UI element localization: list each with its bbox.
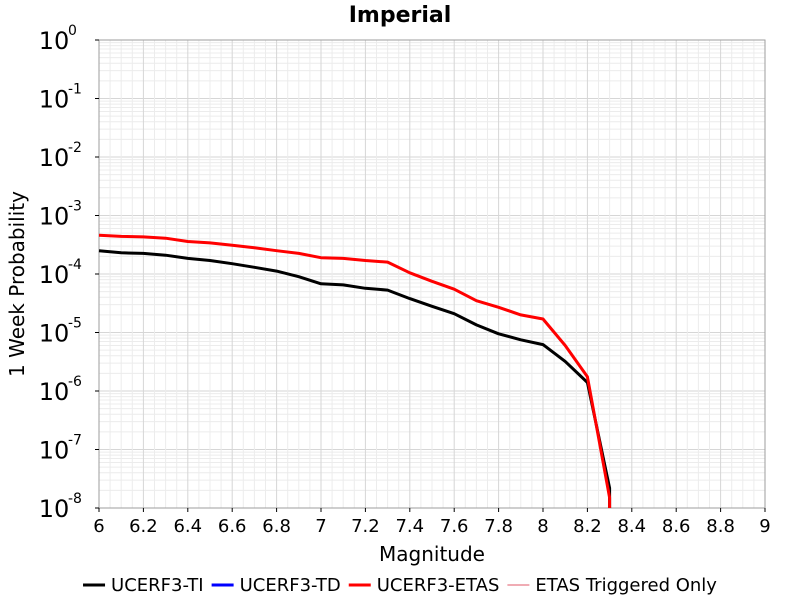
series-line-ucerf3-etas	[98, 233, 612, 508]
x-tick-label: 8.8	[706, 516, 735, 537]
y-tick-base: 10	[39, 144, 70, 172]
y-tick-base: 10	[39, 86, 70, 114]
y-tick-label: 10-2	[39, 140, 82, 172]
x-tick-label: 8	[537, 516, 548, 537]
y-tick-base: 10	[39, 495, 70, 523]
x-tick-label: 8.6	[662, 516, 691, 537]
grid-lines	[98, 39, 766, 509]
series-line-ucerf3-ti	[98, 249, 612, 508]
y-tick-label: 10-4	[39, 257, 82, 289]
x-tick-label: 6.8	[262, 516, 291, 537]
legend-label: UCERF3-TI	[111, 575, 204, 596]
legend-label: UCERF3-ETAS	[377, 575, 500, 596]
y-tick-base: 10	[39, 27, 70, 55]
y-tick-exponent: -2	[68, 140, 82, 156]
legend-label: UCERF3-TD	[240, 575, 341, 596]
y-tick-label: 10-1	[39, 82, 82, 114]
x-tick-label: 9	[759, 516, 770, 537]
x-tick-label: 7.8	[484, 516, 513, 537]
x-tick-label: 6.6	[218, 516, 247, 537]
x-tick-label: 6.2	[129, 516, 158, 537]
chart-title: Imperial	[349, 3, 452, 28]
x-tick-label: 6.4	[173, 516, 202, 537]
y-tick-exponent: -4	[68, 257, 82, 273]
x-tick-label: 7	[315, 516, 326, 537]
x-axis-label: Magnitude	[379, 542, 485, 566]
y-tick-exponent: -1	[68, 82, 82, 98]
legend: UCERF3-TI UCERF3-TD UCERF3-ETAS ETAS Trigge…	[83, 575, 717, 596]
y-tick-base: 10	[39, 261, 70, 289]
y-tick-base: 10	[39, 320, 70, 348]
x-tick-label: 7.6	[440, 516, 469, 537]
legend-label: ETAS Triggered Only	[535, 575, 717, 596]
y-tick-exponent: -6	[68, 374, 82, 390]
y-tick-base: 10	[39, 203, 70, 231]
y-tick-exponent: -8	[68, 491, 82, 507]
series-layer	[98, 233, 612, 508]
x-tick-label: 6	[93, 516, 104, 537]
y-tick-exponent: -3	[68, 199, 82, 215]
y-tick-label: 100	[39, 23, 77, 55]
x-axis-ticks: 6 6.2 6.4 6.6 6.8 7 7.2 7.4 7.6 7.8 8 8.2 8.4 8.6 8.8 9	[93, 508, 771, 537]
y-tick-label: 10-3	[39, 199, 82, 231]
y-tick-base: 10	[39, 437, 70, 465]
y-tick-label: 10-5	[39, 316, 82, 348]
x-tick-label: 8.2	[573, 516, 602, 537]
y-tick-base: 10	[39, 378, 70, 406]
y-tick-label: 10-8	[39, 491, 82, 523]
x-tick-label: 7.4	[395, 516, 424, 537]
x-tick-label: 8.4	[617, 516, 646, 537]
y-axis-label: 1 Week Probability	[5, 191, 29, 377]
y-tick-exponent: 0	[68, 23, 77, 39]
x-tick-label: 7.2	[351, 516, 380, 537]
y-tick-label: 10-7	[39, 433, 82, 465]
y-tick-exponent: -7	[68, 433, 82, 449]
y-tick-exponent: -5	[68, 316, 82, 332]
y-tick-label: 10-6	[39, 374, 82, 406]
